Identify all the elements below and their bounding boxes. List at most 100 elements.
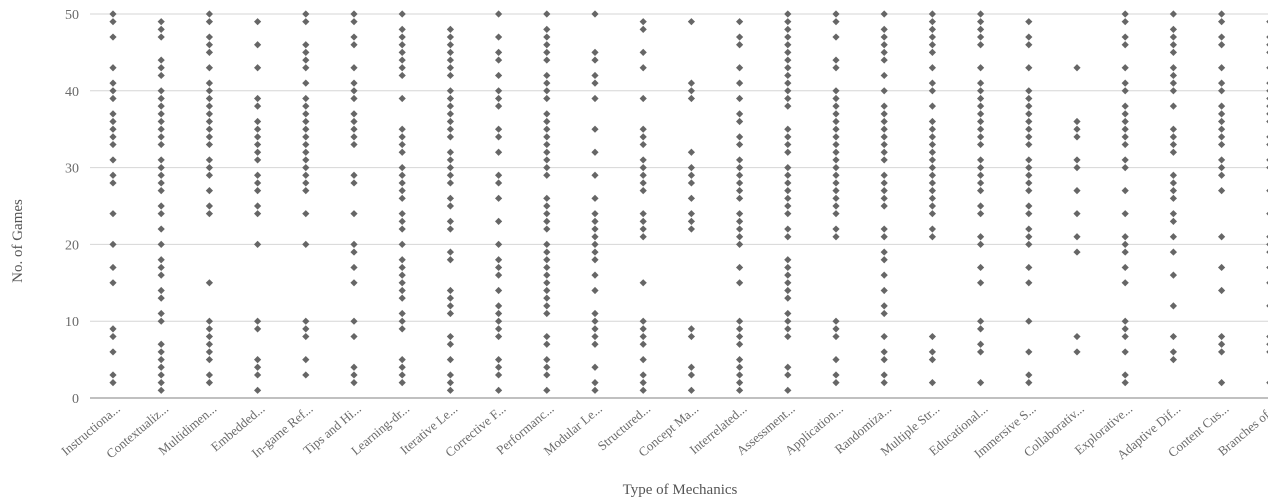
- data-point: [1121, 379, 1129, 387]
- data-point: [639, 279, 647, 287]
- data-point: [1218, 117, 1226, 126]
- data-point: [1169, 79, 1177, 87]
- data-point: [302, 110, 310, 118]
- data-point: [543, 286, 551, 295]
- data-point: [205, 125, 213, 133]
- data-point: [302, 179, 310, 187]
- data-point: [302, 117, 310, 126]
- data-point: [543, 94, 551, 103]
- data-point: [157, 87, 165, 95]
- data-point: [736, 386, 744, 394]
- data-point: [205, 33, 213, 41]
- data-point: [350, 210, 358, 218]
- data-point: [157, 356, 165, 364]
- data-point: [157, 18, 165, 26]
- data-point: [928, 18, 936, 26]
- data-point: [446, 194, 454, 202]
- data-point: [109, 87, 117, 95]
- data-point: [446, 332, 454, 341]
- data-point: [1169, 125, 1177, 133]
- data-point: [687, 210, 695, 218]
- data-point: [977, 279, 985, 287]
- data-point: [832, 156, 840, 164]
- data-point: [1121, 156, 1129, 164]
- data-point: [880, 371, 888, 379]
- data-point: [832, 179, 840, 187]
- data-point: [1169, 171, 1177, 179]
- data-point: [543, 48, 551, 56]
- data-point: [880, 133, 888, 141]
- y-tick-label: 40: [65, 85, 79, 100]
- data-point: [784, 56, 792, 64]
- data-point: [495, 302, 503, 310]
- data-point: [254, 363, 262, 371]
- data-point: [928, 133, 936, 141]
- data-point: [736, 371, 744, 379]
- data-point: [1121, 348, 1129, 356]
- data-point: [1025, 225, 1033, 233]
- data-point: [977, 125, 985, 133]
- data-point: [446, 148, 454, 156]
- data-point: [591, 210, 599, 218]
- data-point: [398, 64, 406, 72]
- data-point: [1218, 171, 1226, 179]
- data-point: [832, 202, 840, 210]
- data-point: [639, 48, 647, 56]
- data-point: [1121, 133, 1129, 141]
- data-point: [254, 156, 262, 164]
- data-point: [880, 148, 888, 156]
- data-point: [157, 294, 165, 302]
- data-point: [398, 271, 406, 279]
- data-point: [1218, 263, 1226, 272]
- data-point: [254, 187, 262, 195]
- data-point: [1169, 33, 1177, 41]
- data-point: [832, 133, 840, 141]
- data-point: [350, 41, 358, 49]
- data-point: [446, 156, 454, 164]
- data-point: [543, 371, 551, 379]
- data-point: [736, 210, 744, 218]
- data-point: [880, 25, 888, 33]
- data-point: [398, 179, 406, 187]
- data-point: [350, 79, 358, 87]
- data-point: [302, 356, 310, 364]
- data-point: [1025, 263, 1033, 272]
- data-point: [687, 148, 695, 156]
- data-point: [880, 10, 888, 18]
- data-point: [398, 25, 406, 33]
- data-point: [157, 140, 165, 149]
- data-point: [832, 18, 840, 26]
- data-point: [254, 148, 262, 156]
- data-point: [977, 171, 985, 179]
- data-point: [832, 356, 840, 364]
- data-point: [543, 225, 551, 233]
- data-point: [446, 302, 454, 310]
- data-point: [109, 117, 117, 126]
- data-point: [784, 263, 792, 272]
- data-point: [1218, 133, 1226, 141]
- data-point: [157, 25, 165, 33]
- data-point: [398, 140, 406, 149]
- data-point: [495, 363, 503, 371]
- data-point: [784, 79, 792, 87]
- data-point: [880, 194, 888, 202]
- data-point: [205, 317, 213, 325]
- data-point: [639, 225, 647, 233]
- data-point: [1025, 133, 1033, 141]
- data-point: [543, 164, 551, 172]
- data-point: [109, 171, 117, 179]
- data-point: [687, 164, 695, 172]
- data-point: [302, 210, 310, 218]
- data-point: [1121, 325, 1129, 333]
- data-point: [928, 194, 936, 202]
- data-point: [591, 71, 599, 80]
- data-point: [977, 379, 985, 387]
- data-point: [1025, 140, 1033, 149]
- data-point: [977, 94, 985, 103]
- data-point: [591, 194, 599, 202]
- data-point: [880, 202, 888, 210]
- data-point: [784, 210, 792, 218]
- data-point: [639, 179, 647, 187]
- data-point: [736, 140, 744, 149]
